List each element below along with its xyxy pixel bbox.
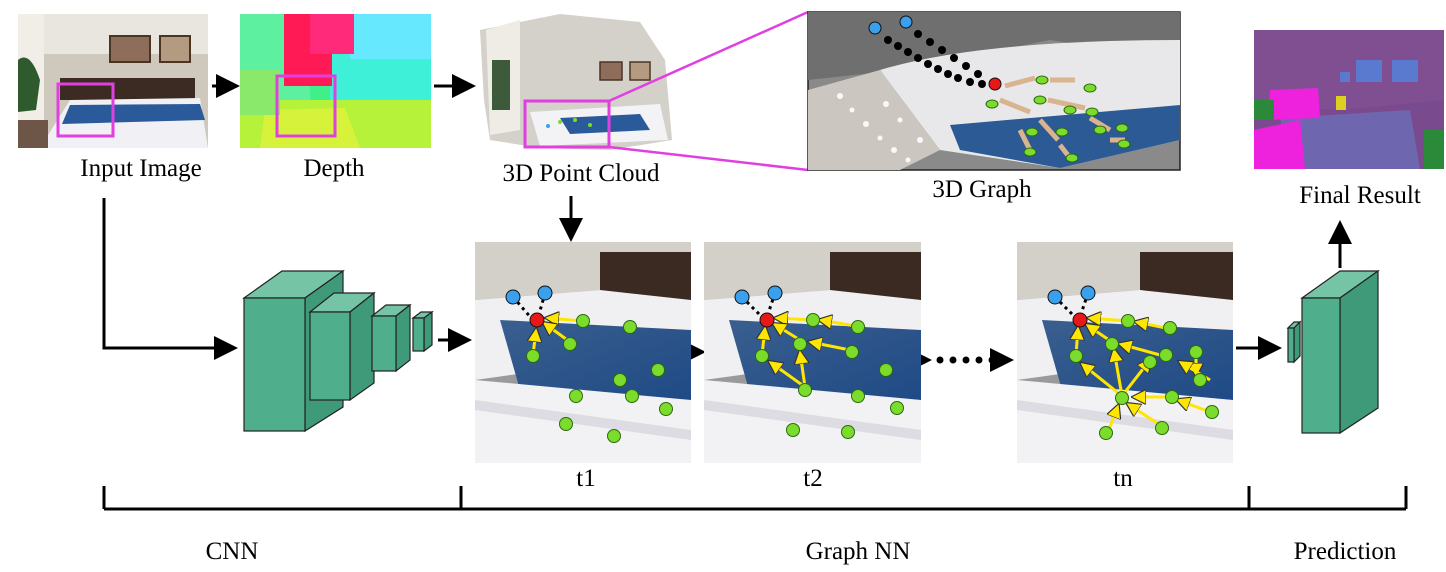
input-highlight-box bbox=[56, 82, 115, 138]
stage-bracket bbox=[102, 486, 1408, 511]
graph-step-tn bbox=[1017, 242, 1233, 463]
arrow-t2-to-tn bbox=[908, 348, 1014, 372]
point-cloud-highlight-box bbox=[523, 99, 611, 149]
final-result-image bbox=[1254, 30, 1444, 169]
graph-3d-label: 3D Graph bbox=[932, 176, 1032, 203]
zoom-line-bottom bbox=[608, 145, 809, 172]
zoom-line-top bbox=[608, 10, 809, 103]
stage-cnn-label: CNN bbox=[205, 538, 259, 565]
cnn-blocks bbox=[242, 269, 434, 433]
depth-label: Depth bbox=[303, 155, 365, 182]
step-t2-label: t2 bbox=[803, 465, 823, 492]
input-image bbox=[18, 14, 208, 148]
final-result-label: Final Result bbox=[1299, 182, 1421, 209]
graph-3d-panel bbox=[807, 11, 1181, 171]
point-cloud-label: 3D Point Cloud bbox=[502, 160, 660, 187]
graph-step-t1 bbox=[475, 242, 691, 463]
input-image-label: Input Image bbox=[80, 155, 202, 182]
prediction-blocks bbox=[1286, 269, 1380, 435]
step-t1-label: t1 bbox=[576, 465, 596, 492]
stage-prediction-label: Prediction bbox=[1293, 538, 1397, 565]
stage-graph-nn-label: Graph NN bbox=[805, 538, 911, 565]
point-cloud-image bbox=[480, 14, 672, 150]
graph-step-t2 bbox=[704, 242, 921, 463]
depth-highlight-box bbox=[275, 74, 337, 138]
arrow-input-to-cnn bbox=[102, 198, 238, 360]
step-tn-label: tn bbox=[1113, 465, 1133, 492]
